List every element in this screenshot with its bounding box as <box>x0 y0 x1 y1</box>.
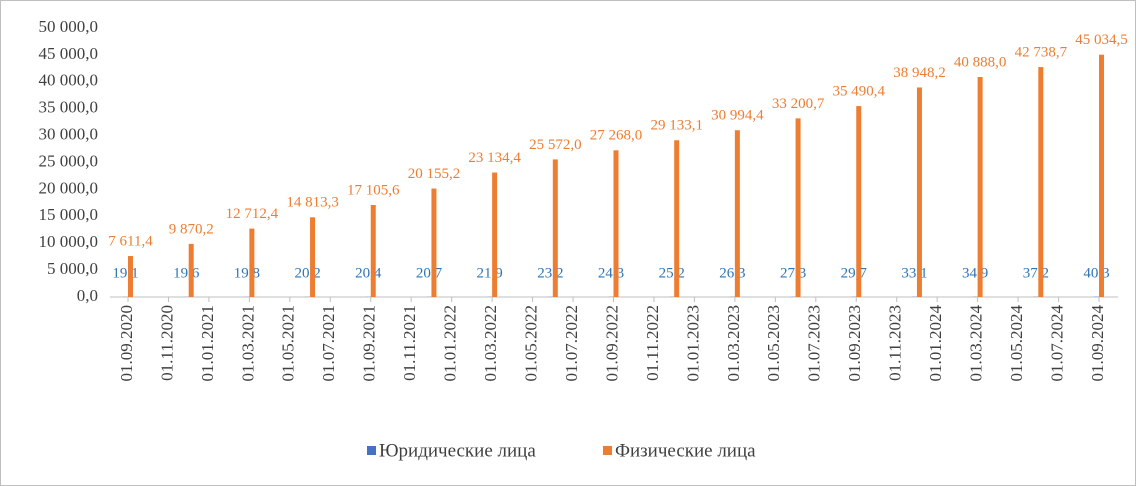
bar <box>916 87 922 298</box>
y-tick-label: 20 000,0 <box>39 178 99 197</box>
x-tick-label: 01.01.2022 <box>441 305 460 382</box>
legend-label: Физические лица <box>615 440 756 461</box>
x-tick-label: 01.03.2022 <box>481 305 500 382</box>
data-label: 37,2 <box>1023 266 1049 282</box>
bar <box>370 204 376 297</box>
x-tick-label: 01.11.2023 <box>886 305 905 381</box>
data-label: 42 738,7 <box>1015 45 1068 61</box>
data-label: 34,9 <box>962 266 988 282</box>
x-tick-label: 01.05.2024 <box>1007 305 1026 382</box>
x-tick-label: 01.03.2023 <box>724 305 743 382</box>
data-label: 21,9 <box>477 266 503 282</box>
data-label: 23 134,4 <box>468 150 521 166</box>
data-label: 19,1 <box>112 266 138 282</box>
data-label: 20,4 <box>355 266 382 282</box>
bar <box>492 172 498 297</box>
legend-swatch <box>603 446 612 455</box>
y-tick-label: 50 000,0 <box>39 17 99 36</box>
data-label: 45 034,5 <box>1075 32 1128 48</box>
data-label: 19,8 <box>234 266 260 282</box>
bar <box>431 188 437 297</box>
bar <box>613 150 619 297</box>
x-tick-label: 01.09.2022 <box>602 305 621 382</box>
data-label: 20,2 <box>294 266 320 282</box>
data-label: 38 948,2 <box>893 65 946 81</box>
x-tick-label: 01.05.2022 <box>521 305 540 382</box>
x-tick-label: 01.07.2022 <box>562 305 581 382</box>
bar <box>128 256 133 297</box>
y-tick-label: 35 000,0 <box>39 98 99 117</box>
x-tick-label: 01.07.2024 <box>1047 305 1066 382</box>
data-label: 30 994,4 <box>711 108 764 124</box>
x-tick-label: 01.03.2021 <box>238 305 257 382</box>
data-label: 27 268,0 <box>590 128 643 144</box>
data-label: 17 105,6 <box>347 182 400 198</box>
legend-swatch <box>367 446 376 455</box>
data-label: 35 490,4 <box>833 83 886 99</box>
x-tick-label: 01.05.2021 <box>279 305 298 382</box>
bar <box>1099 54 1104 298</box>
data-label: 29,7 <box>841 266 868 282</box>
y-tick-label: 25 000,0 <box>39 151 99 170</box>
bar <box>674 140 680 297</box>
data-label: 25,2 <box>659 266 685 282</box>
data-label: 9 870,2 <box>169 221 214 237</box>
x-tick-label: 01.09.2020 <box>117 305 136 382</box>
x-tick-label: 01.05.2023 <box>764 305 783 382</box>
x-tick-label: 01.07.2023 <box>805 305 824 382</box>
bar <box>1038 67 1044 297</box>
y-tick-label: 40 000,0 <box>39 71 99 90</box>
data-label: 29 133,1 <box>650 118 703 134</box>
data-label: 27,3 <box>780 266 806 282</box>
x-tick-label: 01.03.2024 <box>967 305 986 382</box>
x-tick-label: 01.07.2021 <box>319 305 338 382</box>
x-tick-label: 01.11.2021 <box>400 305 419 381</box>
data-label: 26,3 <box>719 266 745 282</box>
x-tick-label: 01.09.2023 <box>845 305 864 382</box>
x-tick-label: 01.09.2021 <box>360 305 379 382</box>
data-label: 25 572,0 <box>529 137 582 153</box>
x-tick-label: 01.01.2021 <box>198 305 217 382</box>
y-tick-label: 45 000,0 <box>39 44 99 63</box>
bar <box>795 118 801 297</box>
data-label: 20 155,2 <box>408 166 461 182</box>
y-tick-label: 0,0 <box>77 286 98 305</box>
data-label: 12 712,4 <box>226 206 279 222</box>
bar <box>856 106 862 297</box>
x-tick-label: 01.11.2020 <box>157 305 176 381</box>
data-label: 19,6 <box>173 266 200 282</box>
data-label: 33,1 <box>901 266 927 282</box>
bar <box>734 130 740 297</box>
legend-label: Юридические лица <box>379 440 536 461</box>
data-label: 20,7 <box>416 266 443 282</box>
data-label: 7 611,4 <box>108 233 153 249</box>
data-label: 33 200,7 <box>772 96 825 112</box>
bar <box>552 159 558 297</box>
data-label: 23,2 <box>537 266 563 282</box>
bar <box>249 228 255 297</box>
bar <box>310 217 316 297</box>
data-label: 40,3 <box>1083 266 1109 282</box>
data-label: 40 888,0 <box>954 54 1007 70</box>
y-tick-label: 10 000,0 <box>39 232 99 251</box>
bar <box>977 77 983 298</box>
data-label: 24,3 <box>598 266 624 282</box>
x-tick-label: 01.11.2022 <box>643 305 662 381</box>
x-tick-label: 01.01.2024 <box>926 305 945 382</box>
x-tick-label: 01.01.2023 <box>683 305 702 382</box>
data-label: 14 813,3 <box>286 195 339 211</box>
y-tick-label: 15 000,0 <box>39 205 99 224</box>
x-tick-label: 01.09.2024 <box>1088 305 1107 382</box>
y-tick-label: 5 000,0 <box>47 259 98 278</box>
bar <box>188 243 194 297</box>
y-tick-label: 30 000,0 <box>39 125 99 144</box>
